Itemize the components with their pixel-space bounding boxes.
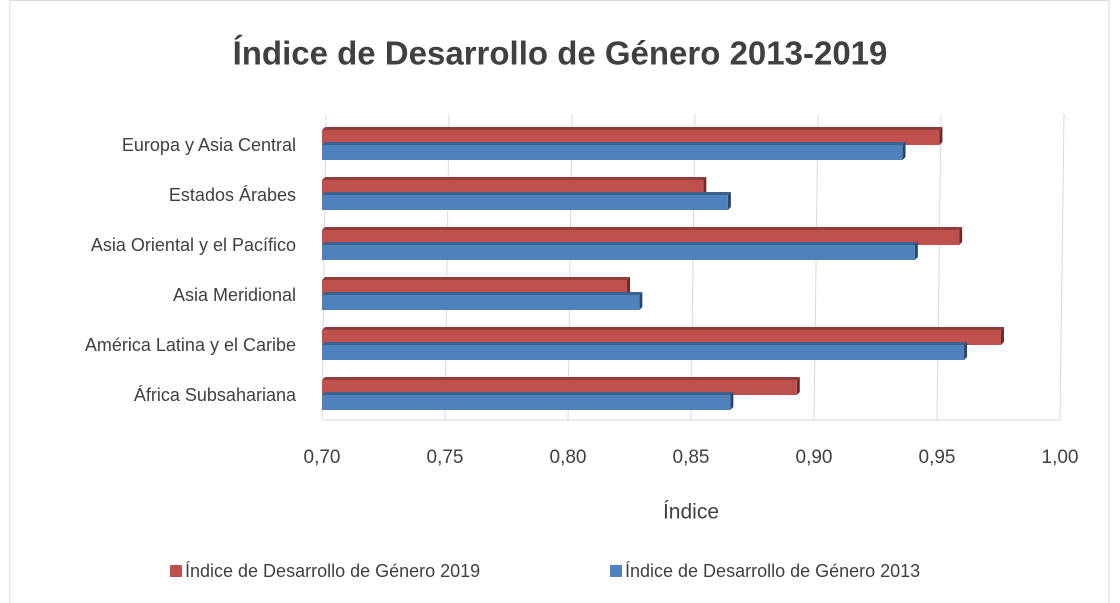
legend-label: Índice de Desarrollo de Género 2013	[625, 561, 920, 581]
grid-line	[936, 113, 942, 421]
y-tick-label: Asia Meridional	[173, 285, 296, 305]
legend-swatch	[610, 565, 622, 577]
bar-top	[322, 342, 968, 345]
bar-side	[964, 342, 968, 360]
bar	[322, 295, 640, 310]
bar-top	[322, 142, 906, 145]
bar	[322, 180, 704, 195]
x-tick-label: 0,75	[427, 447, 464, 468]
x-axis-title: Índice	[663, 501, 719, 524]
bar-top	[322, 277, 631, 280]
bar	[322, 395, 731, 410]
bar	[322, 145, 903, 160]
bar-top	[322, 227, 963, 230]
legend-label: Índice de Desarrollo de Género 2019	[185, 561, 480, 581]
grid-line	[444, 113, 450, 421]
bar-side	[703, 177, 707, 195]
x-tick-label: 0,90	[796, 447, 833, 468]
bar-side	[1000, 327, 1004, 345]
bar	[322, 195, 728, 210]
x-tick-label: 1,00	[1042, 447, 1079, 468]
bar-side	[796, 377, 800, 395]
chart-title: Índice de Desarrollo de Género 2013-2019	[233, 35, 888, 72]
bar	[322, 330, 1001, 345]
bar	[322, 345, 965, 360]
bar-top	[322, 242, 918, 245]
bar-top	[322, 327, 1004, 330]
y-tick-label: Asia Oriental y el Pacífico	[91, 235, 296, 255]
grid-line	[1059, 113, 1065, 421]
grid-line	[813, 113, 819, 421]
bar	[322, 280, 628, 295]
y-tick-label: África Subsahariana	[134, 385, 297, 405]
bar-side	[727, 192, 731, 210]
x-tick-label: 0,80	[550, 447, 587, 468]
bar-top	[322, 377, 800, 380]
grid-line	[690, 113, 696, 421]
bar-top	[322, 192, 731, 195]
y-tick-label: Europa y Asia Central	[122, 135, 296, 155]
bar-side	[627, 277, 631, 295]
grid-line	[567, 113, 573, 421]
x-tick-label: 0,70	[304, 447, 341, 468]
x-tick-label: 0,85	[673, 447, 710, 468]
y-tick-label: América Latina y el Caribe	[85, 335, 296, 355]
bar	[322, 245, 915, 260]
legend-swatch	[170, 565, 182, 577]
x-tick-label: 0,95	[919, 447, 956, 468]
bar-side	[959, 227, 963, 245]
bar	[322, 380, 797, 395]
bar-top	[322, 392, 734, 395]
bar	[322, 130, 940, 145]
bar-side	[914, 242, 918, 260]
bar-side	[939, 127, 943, 145]
bar-side	[902, 142, 906, 160]
bar-top	[322, 292, 643, 295]
bar-top	[322, 127, 943, 130]
bar	[322, 230, 960, 245]
grid-line	[321, 113, 327, 421]
bar-side	[639, 292, 643, 310]
bar-side	[730, 392, 734, 410]
bar-top	[322, 177, 707, 180]
y-tick-label: Estados Árabes	[169, 185, 296, 205]
